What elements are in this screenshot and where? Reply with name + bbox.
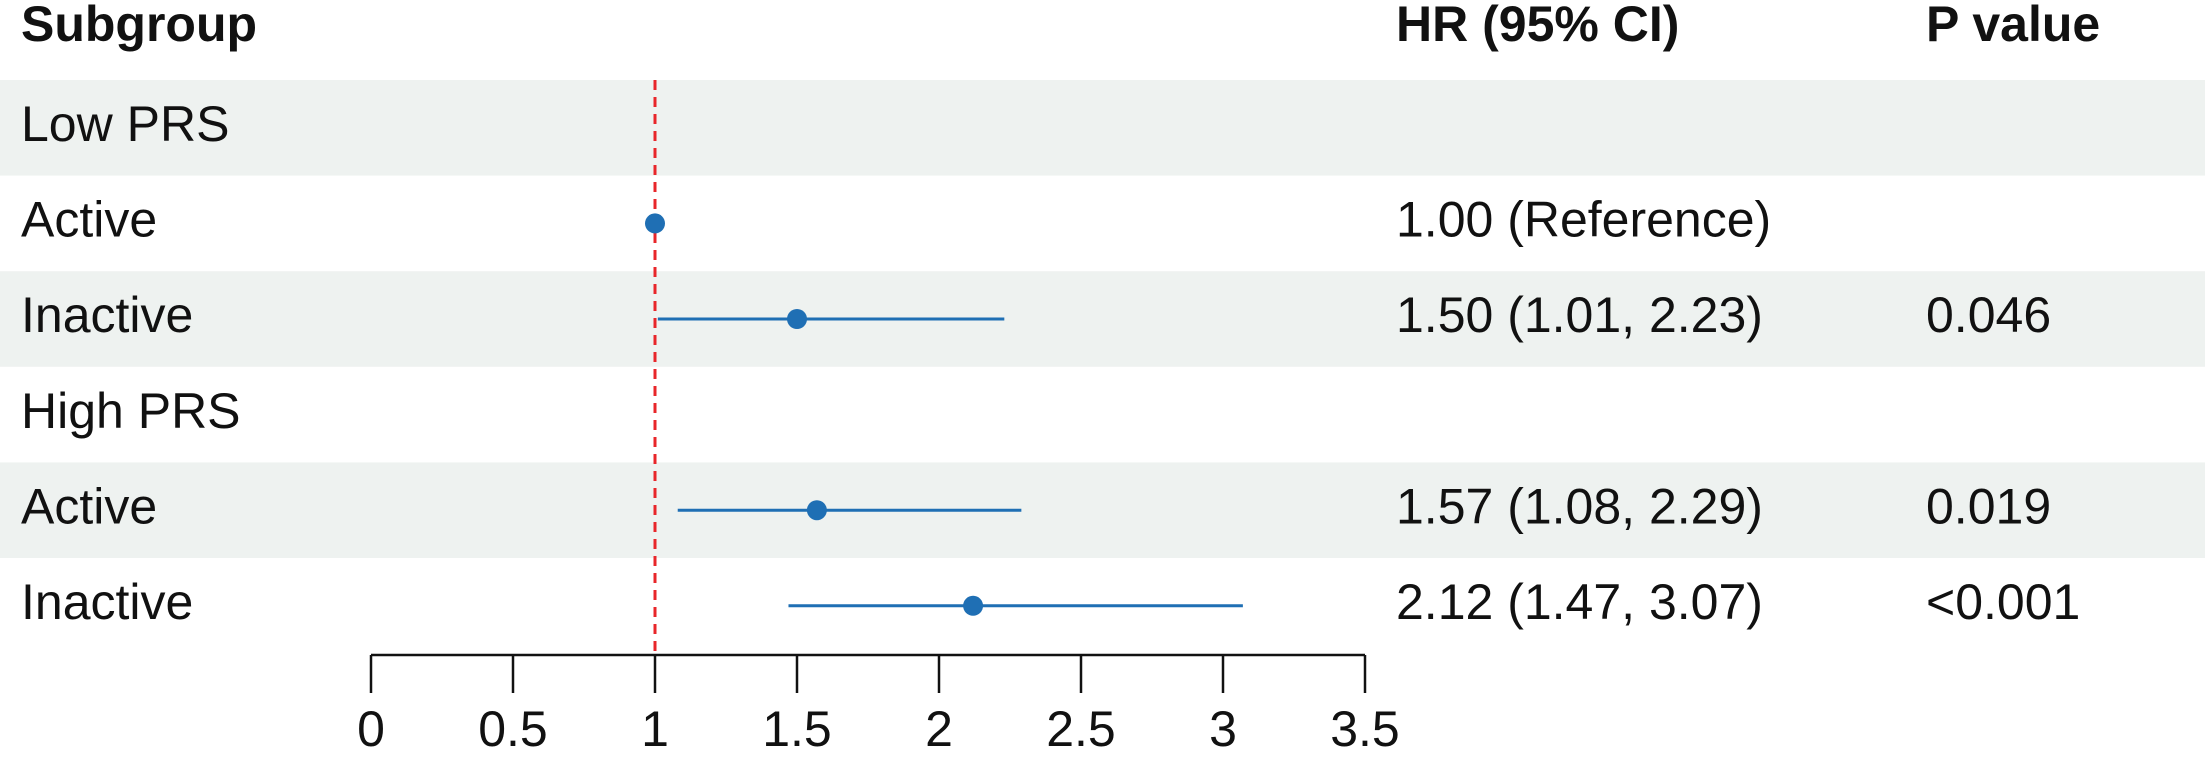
- x-tick-label: 3: [1209, 701, 1237, 757]
- hr-header: HR (95% CI): [1396, 0, 1679, 52]
- row-band: [0, 271, 2205, 367]
- p-label: 0.019: [1926, 478, 2051, 534]
- p-label: 0.046: [1926, 287, 2051, 343]
- row-label: Inactive: [21, 287, 193, 343]
- row-label: High PRS: [21, 383, 241, 439]
- x-tick-label: 3.5: [1330, 701, 1400, 757]
- hr-label: 1.57 (1.08, 2.29): [1396, 478, 1763, 534]
- row-label: Inactive: [21, 574, 193, 630]
- hr-point: [645, 213, 665, 234]
- p-header: P value: [1926, 0, 2100, 52]
- x-tick-label: 1: [641, 701, 669, 757]
- subgroup-header: Subgroup: [21, 0, 257, 52]
- row-band: [0, 80, 2205, 176]
- x-tick-label: 0.5: [478, 701, 548, 757]
- hr-point: [787, 309, 807, 329]
- x-tick-label: 1.5: [762, 701, 832, 757]
- hr-label: 1.00 (Reference): [1396, 192, 1771, 248]
- x-tick-label: 2: [925, 701, 953, 757]
- row-label: Active: [21, 192, 157, 248]
- row-label: Low PRS: [21, 96, 229, 152]
- row-label: Active: [21, 478, 157, 534]
- row-band: [0, 462, 2205, 558]
- hr-label: 2.12 (1.47, 3.07): [1396, 574, 1763, 630]
- x-tick-label: 0: [357, 701, 385, 757]
- x-tick-label: 2.5: [1046, 701, 1116, 757]
- hr-point: [963, 595, 984, 616]
- hr-label: 1.50 (1.01, 2.23): [1396, 287, 1763, 343]
- p-label: <0.001: [1926, 574, 2080, 630]
- hr-point: [806, 500, 827, 521]
